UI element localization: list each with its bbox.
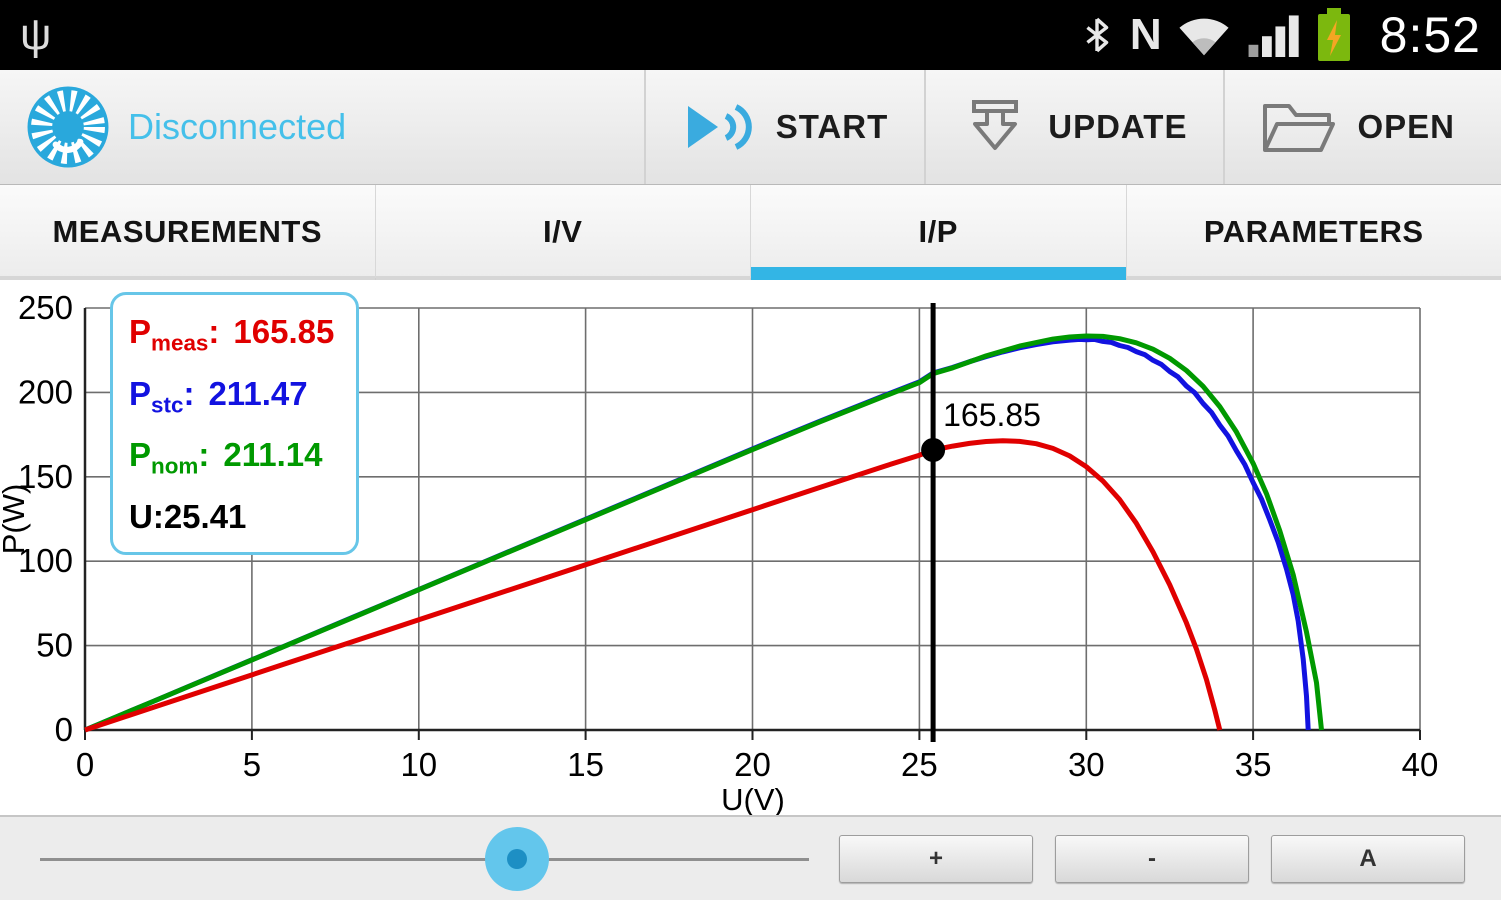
download-icon [972,100,1019,150]
bluetooth-icon [1086,17,1109,53]
x-tick-label: 15 [567,746,604,783]
cursor-value: 165.85 [943,397,1041,433]
open-label: OPEN [1357,108,1455,145]
slider-thumb-dot [506,848,527,869]
toolbar: Disconnected START UPDATE OPEN [0,70,1501,185]
status-icons: N 8:52 [1080,6,1481,64]
play-icon [687,104,752,150]
zoom-out-button[interactable]: - [1055,834,1249,883]
x-tick-label: 25 [901,746,938,783]
series-Pnom [84,333,1324,733]
tab-label: I/V [543,213,583,249]
legend-pstc: Pstc: 211.47 [129,374,308,418]
start-label: START [775,108,889,145]
folder-icon [1263,104,1336,152]
power-voltage-chart[interactable]: 0 50 100 150 200 250 0 5 10 15 20 25 30 35 40 165.85 U(V… [0,280,1501,815]
y-tick-label: 150 [18,458,73,495]
toolbar-divider [1223,70,1226,184]
toolbar-divider [924,70,927,184]
app-logo-icon [27,86,109,168]
tab-iv[interactable]: I/V [374,185,751,280]
tab-measurements[interactable]: MEASUREMENTS [0,185,375,280]
chart-legend: Pmeas: 165.85 Pstc: 211.47 Pnom: 211.14 U:2… [110,292,360,555]
tab-bar: MEASUREMENTS I/V I/P PARAMETERS [0,185,1501,280]
tab-label: MEASUREMENTS [52,213,322,249]
start-button[interactable]: START [646,70,925,184]
status-bar: ψ N 8:52 [0,0,1501,70]
chart-area: 0 50 100 150 200 250 0 5 10 15 20 25 30 35 40 165.85 U(V… [0,280,1501,815]
x-tick-label: 20 [734,746,771,783]
usb-icon: ψ [20,10,52,59]
legend-voltage: U:25.41 [129,497,247,535]
wifi-icon [1179,18,1229,56]
open-button[interactable]: OPEN [1225,70,1491,184]
connection-status: Disconnected [128,106,347,147]
x-tick-label: 5 [243,746,261,783]
slider-track[interactable] [40,857,809,861]
legend-pnom: Pnom: 211.14 [129,436,323,479]
x-tick-label: 10 [400,746,437,783]
zoom-in-button[interactable]: + [839,834,1033,883]
toolbar-divider [643,70,646,184]
update-button[interactable]: UPDATE [926,70,1223,184]
auto-scale-button[interactable]: A [1271,834,1465,883]
y-tick-label: 0 [55,711,73,748]
battery-charging-icon [1317,8,1350,61]
y-axis-label: P(W) [0,484,31,555]
signal-icon [1248,15,1299,57]
y-tick-label: 250 [18,289,73,326]
x-tick-label: 30 [1068,746,1105,783]
update-label: UPDATE [1048,108,1188,145]
x-tick-label: 0 [76,746,94,783]
x-axis-label: U(V) [721,782,785,815]
y-tick-label: 100 [18,542,73,579]
x-tick-label: 35 [1235,746,1272,783]
y-tick-label: 50 [36,627,73,664]
series-Pmeas [84,438,1223,733]
tab-parameters[interactable]: PARAMETERS [1125,185,1501,280]
tab-label: I/P [918,213,958,249]
y-tick-label: 200 [18,373,73,410]
cursor-slider[interactable] [40,824,809,894]
nfc-icon: N [1129,10,1162,59]
bottom-bar: + - A [0,815,1501,900]
tab-label: PARAMETERS [1203,213,1424,249]
tab-ip[interactable]: I/P [750,185,1126,280]
x-tick-label: 40 [1402,746,1439,783]
status-time: 8:52 [1379,7,1481,63]
legend-pmeas: Pmeas: 165.85 [129,313,335,356]
cursor-dot [921,438,946,462]
slider-thumb[interactable] [484,826,549,891]
